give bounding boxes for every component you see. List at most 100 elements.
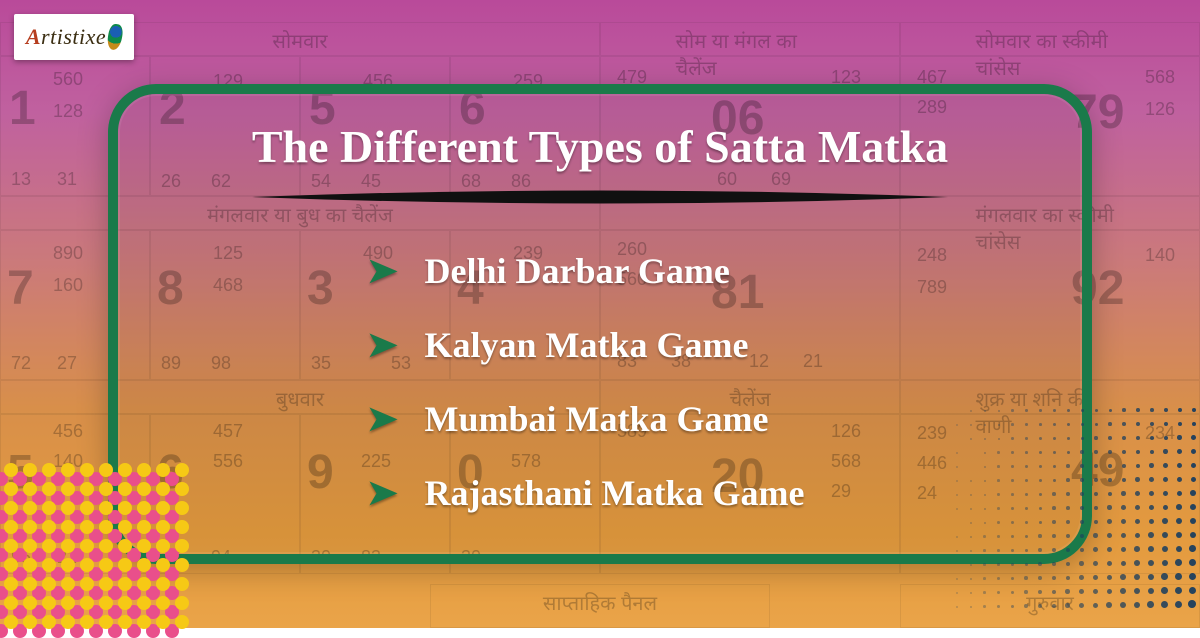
decor-dot <box>23 596 37 610</box>
decor-dot <box>23 520 37 534</box>
decor-dot <box>1178 422 1182 426</box>
decor-dot <box>984 466 986 468</box>
decor-dot <box>983 549 986 552</box>
decor-dot <box>997 465 1000 468</box>
decor-dot <box>1122 422 1126 426</box>
decor-dot <box>1079 575 1084 580</box>
decor-dot <box>997 563 1000 566</box>
bg-cell-header: सोम या मंगल का चैलेंज <box>676 27 825 81</box>
decor-dot <box>1053 451 1056 454</box>
decor-dot <box>1065 589 1070 594</box>
decor-dot <box>1108 478 1112 482</box>
decor-dot <box>1067 409 1070 412</box>
decor-dot <box>118 596 132 610</box>
bg-cell-num: 126 <box>1145 99 1175 120</box>
bg-cell-num: 140 <box>1145 245 1175 266</box>
decor-dot <box>61 463 75 477</box>
decor-dot <box>1066 520 1070 524</box>
decor-dot <box>1190 532 1196 538</box>
decor-dot <box>42 615 56 629</box>
decor-dot <box>1025 479 1028 482</box>
types-list-label: Rajasthani Matka Game <box>425 472 805 514</box>
decor-dot <box>1177 491 1183 497</box>
decor-dot <box>1025 465 1028 468</box>
logo-letter-a: A <box>26 24 41 50</box>
decor-dot <box>997 591 1000 594</box>
decor-dot <box>1177 449 1182 454</box>
decor-dot <box>1150 408 1154 412</box>
decor-dot <box>970 592 972 594</box>
decor-dot <box>956 550 958 552</box>
decor-dot <box>998 438 1000 440</box>
decor-dot <box>156 501 170 515</box>
bg-cell-num: 13 <box>11 169 31 190</box>
decor-dot <box>1122 450 1126 454</box>
decor-dot <box>1178 408 1182 412</box>
decor-dot <box>118 482 132 496</box>
decor-dot <box>970 494 972 496</box>
decor-dot <box>1176 504 1182 510</box>
decor-dot <box>1093 547 1098 552</box>
bg-cell: साप्ताहिक पैनल <box>430 584 770 628</box>
decor-dot <box>1134 588 1140 594</box>
bg-cell-header: सोमवार <box>272 27 327 54</box>
decor-dot <box>1081 423 1084 426</box>
decor-dot <box>1121 547 1126 552</box>
decor-dot <box>1011 423 1014 426</box>
bg-cell-header: सोमवार का स्कीमी चांसेस <box>976 27 1125 81</box>
decor-dot <box>23 501 37 515</box>
decor-dot <box>137 520 151 534</box>
decor-dot <box>137 558 151 572</box>
decor-dot <box>23 482 37 496</box>
bg-cell-bignum: 7 <box>7 261 34 316</box>
decor-dot <box>1120 602 1126 608</box>
decor-dot <box>997 507 1000 510</box>
decor-dot <box>1039 409 1042 412</box>
decor-dot <box>99 539 113 553</box>
decor-dot <box>956 494 958 496</box>
bg-cell-num: 456 <box>53 421 83 442</box>
decor-dot <box>175 482 189 496</box>
decor-dot <box>983 605 986 608</box>
decor-dot <box>970 424 972 426</box>
decor-dot <box>137 539 151 553</box>
decor-dot <box>1120 574 1126 580</box>
decor-dot <box>4 463 18 477</box>
decor-dot <box>23 558 37 572</box>
decor-dot <box>23 539 37 553</box>
types-list-label: Delhi Darbar Game <box>425 250 730 292</box>
decor-dot <box>175 539 189 553</box>
decor-dot <box>99 577 113 591</box>
decor-dot <box>1038 534 1042 538</box>
decor-dot <box>1163 449 1168 454</box>
decor-dot <box>1011 451 1014 454</box>
decor-dot <box>956 452 958 454</box>
decor-dot <box>23 577 37 591</box>
decor-dot <box>1094 478 1098 482</box>
decor-dots-left <box>0 468 184 638</box>
decor-dot <box>80 463 94 477</box>
decor-dot <box>4 615 18 629</box>
decor-dot <box>1107 561 1112 566</box>
decor-dot <box>1134 602 1140 608</box>
decor-dot <box>997 451 1000 454</box>
decor-dot <box>156 577 170 591</box>
decor-dot <box>1107 519 1112 524</box>
decor-dot <box>1175 559 1182 566</box>
decor-dot <box>970 410 972 412</box>
decor-dot <box>1079 589 1084 594</box>
decor-dot <box>970 564 972 566</box>
decor-dot <box>1189 545 1196 552</box>
decor-dot <box>156 615 170 629</box>
decor-dot <box>118 501 132 515</box>
decor-dot <box>42 463 56 477</box>
decor-dot <box>1135 533 1140 538</box>
decor-dot <box>23 463 37 477</box>
decor-dot <box>970 606 972 608</box>
decor-dot <box>1136 450 1140 454</box>
decor-dot <box>1176 518 1182 524</box>
decor-dot <box>1024 590 1028 594</box>
bg-cell-num: 27 <box>57 353 77 374</box>
decor-dot <box>1134 574 1140 580</box>
content-panel: The Different Types of Satta Matka ➤Delh… <box>108 84 1092 564</box>
